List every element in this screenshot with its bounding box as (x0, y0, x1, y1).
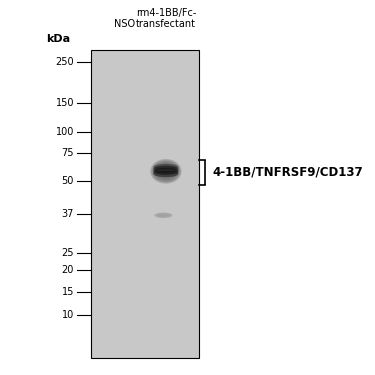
Text: 20: 20 (62, 265, 74, 275)
Ellipse shape (156, 213, 171, 217)
Ellipse shape (155, 213, 171, 217)
Text: 15: 15 (62, 287, 74, 297)
Ellipse shape (153, 168, 178, 175)
Ellipse shape (152, 160, 180, 182)
Text: 250: 250 (56, 57, 74, 68)
Text: 150: 150 (56, 98, 74, 108)
Ellipse shape (153, 164, 178, 170)
Text: rm4-1BB/Fc-
transfectant: rm4-1BB/Fc- transfectant (136, 8, 196, 30)
Ellipse shape (151, 160, 181, 183)
Ellipse shape (153, 162, 178, 181)
Text: kDa: kDa (46, 34, 70, 44)
Ellipse shape (153, 161, 179, 182)
Text: 25: 25 (62, 248, 74, 258)
FancyBboxPatch shape (92, 50, 199, 357)
Text: 50: 50 (62, 176, 74, 186)
Ellipse shape (154, 213, 172, 218)
Text: 10: 10 (62, 310, 74, 320)
Text: 4-1BB/TNFRSF9/CD137: 4-1BB/TNFRSF9/CD137 (213, 166, 363, 179)
Ellipse shape (154, 212, 173, 218)
Ellipse shape (154, 163, 178, 180)
Text: 75: 75 (62, 148, 74, 158)
Ellipse shape (150, 159, 182, 184)
Text: 100: 100 (56, 127, 74, 137)
Ellipse shape (157, 169, 175, 171)
Text: 37: 37 (62, 209, 74, 219)
Ellipse shape (153, 170, 178, 177)
Ellipse shape (153, 166, 178, 172)
Text: NSO: NSO (114, 20, 135, 30)
